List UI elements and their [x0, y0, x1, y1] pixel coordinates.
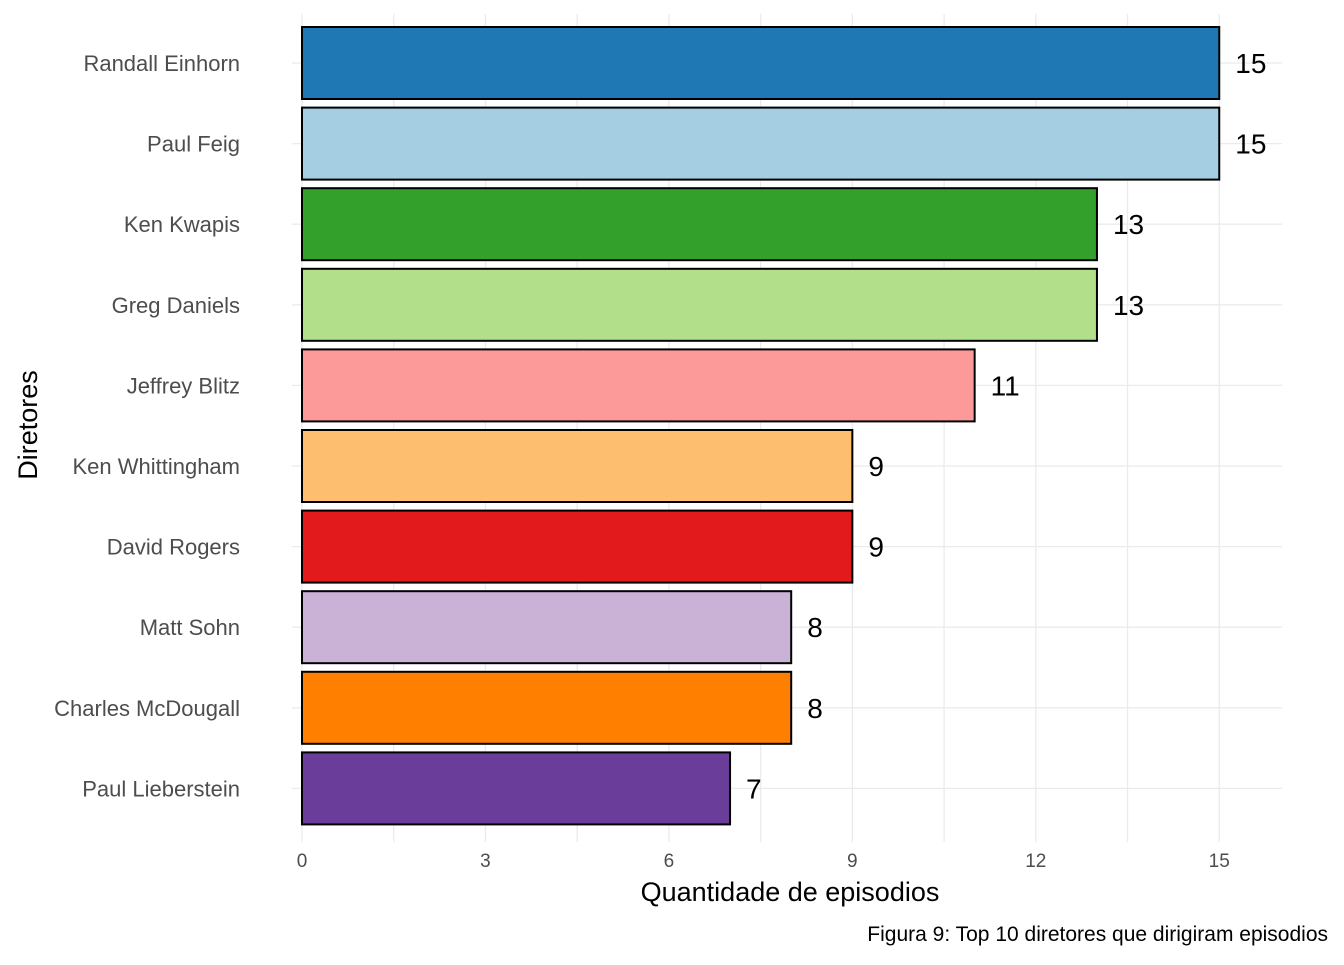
category-label: Matt Sohn	[140, 615, 240, 640]
x-tick-label: 15	[1209, 851, 1230, 872]
category-label: Paul Feig	[147, 132, 240, 157]
bar	[301, 267, 1098, 342]
category-label: Charles McDougall	[54, 696, 240, 721]
category-labels: Randall Einhorn Paul Feig Ken Kwapis Greg D…	[54, 51, 240, 801]
x-tick-label: 3	[480, 851, 491, 872]
bar	[301, 348, 976, 423]
category-label: Jeffrey Blitz	[127, 373, 240, 398]
value-labels: 15 15 13 13 11 9 9 8 8 7	[746, 48, 1266, 804]
figure-caption: Figura 9: Top 10 diretores que dirigiram…	[867, 923, 1328, 946]
x-tick-label: 6	[664, 851, 675, 872]
data-label: 9	[868, 532, 884, 563]
data-label: 8	[807, 612, 823, 643]
bar	[301, 26, 1221, 100]
bar	[301, 106, 1221, 181]
category-label: Greg Daniels	[112, 293, 240, 318]
data-label: 9	[868, 451, 884, 482]
data-label: 13	[1113, 209, 1144, 240]
bar	[301, 670, 793, 745]
bar	[301, 187, 1098, 262]
data-label: 15	[1235, 129, 1266, 160]
category-label: Randall Einhorn	[83, 51, 240, 76]
x-tick-labels: 0 3 6 9 12 15	[297, 851, 1230, 872]
bar	[301, 590, 793, 665]
data-label: 8	[807, 693, 823, 724]
data-label: 7	[746, 773, 762, 804]
category-label: David Rogers	[107, 535, 240, 560]
x-tick-label: 0	[297, 851, 308, 872]
category-label: Paul Lieberstein	[82, 776, 240, 801]
x-tick-label: 9	[847, 851, 858, 872]
category-label: Ken Whittingham	[72, 454, 240, 479]
x-tick-label: 12	[1025, 851, 1046, 872]
bar	[301, 429, 854, 503]
bar	[301, 509, 854, 584]
bar	[301, 751, 732, 826]
data-label: 11	[991, 370, 1020, 401]
y-axis-title: Diretores	[13, 370, 43, 480]
data-label: 15	[1235, 48, 1266, 79]
bars	[301, 26, 1221, 826]
data-label: 13	[1113, 290, 1144, 321]
x-axis-title: Quantidade de episodios	[641, 877, 940, 907]
category-label: Ken Kwapis	[124, 212, 240, 237]
